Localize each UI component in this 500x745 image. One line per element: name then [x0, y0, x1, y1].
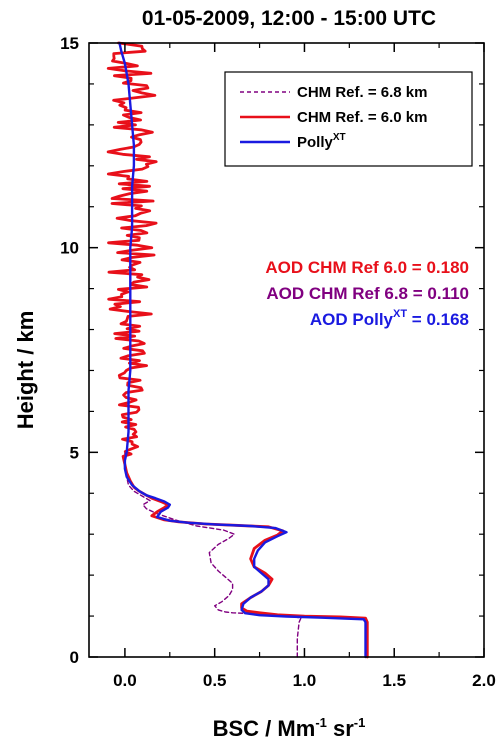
x-axis-label: BSC / Mm-1 sr-1: [213, 715, 366, 741]
x-tick-label: 0.0: [113, 671, 137, 690]
x-tick-label: 0.5: [203, 671, 227, 690]
y-tick-label: 15: [60, 34, 79, 53]
legend-label: CHM Ref. = 6.8 km: [297, 84, 427, 101]
aod-annotation: AOD PollyXT = 0.168: [310, 308, 469, 329]
x-tick-label: 1.0: [293, 671, 317, 690]
aod-annotations: AOD CHM Ref 6.0 = 0.180 AOD CHM Ref 6.8 =…: [265, 258, 469, 329]
ticks-layer: 0.0 0.5 1.0 1.5 2.0 0 5 10 15: [60, 34, 496, 690]
y-tick-label: 5: [70, 443, 79, 462]
y-tick-label: 0: [70, 648, 79, 667]
legend-label: PollyXT: [297, 132, 346, 151]
legend: CHM Ref. = 6.8 km CHM Ref. = 6.0 km PollyX…: [224, 71, 473, 167]
aod-annotation: AOD CHM Ref 6.0 = 0.180: [265, 258, 469, 277]
y-tick-label: 10: [60, 239, 79, 258]
plot-frame: [88, 42, 485, 658]
series-chm-ref-6-8: [124, 451, 302, 658]
x-tick-label: 2.0: [472, 671, 496, 690]
y-axis-label: Height / km: [13, 311, 38, 430]
aod-annotation: AOD CHM Ref 6.8 = 0.110: [266, 284, 469, 303]
x-tick-label: 1.5: [382, 671, 406, 690]
series-pollyxt: [118, 41, 367, 659]
legend-label: CHM Ref. = 6.0 km: [297, 109, 427, 126]
legend-box: [224, 71, 473, 167]
chart-title: 01-05-2009, 12:00 - 15:00 UTC: [142, 7, 436, 30]
series-layer: [106, 41, 369, 659]
